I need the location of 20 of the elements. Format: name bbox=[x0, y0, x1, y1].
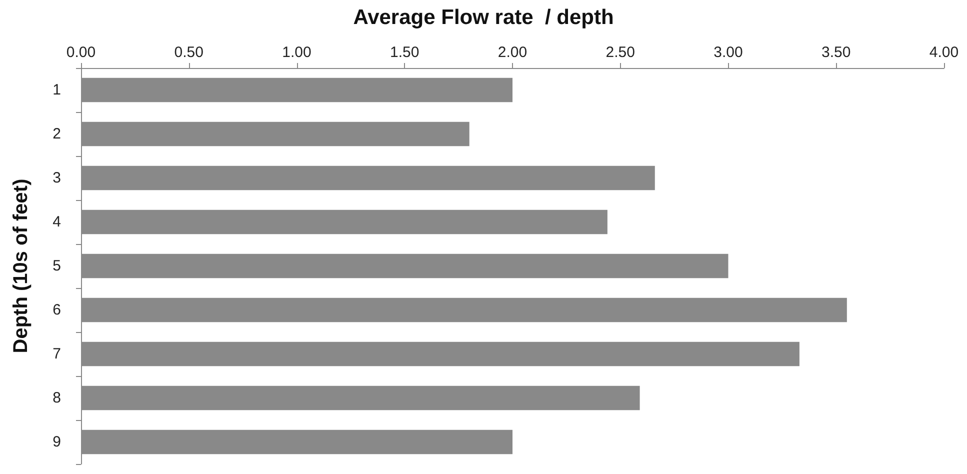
x-tick-label: 1.00 bbox=[282, 44, 312, 61]
y-tick-label: 2 bbox=[52, 126, 61, 142]
x-tick-label: 0.50 bbox=[174, 44, 204, 61]
x-tick-label: 3.00 bbox=[714, 44, 743, 61]
x-tick-label: 3.50 bbox=[822, 44, 851, 61]
y-tick-label: 6 bbox=[52, 302, 61, 318]
y-tick-label: 1 bbox=[52, 82, 61, 98]
y-tick-label: 3 bbox=[52, 170, 61, 186]
y-tick-label: 8 bbox=[52, 390, 61, 406]
x-tick-label: 1.50 bbox=[390, 44, 420, 61]
x-tick-label: 0.00 bbox=[66, 44, 96, 61]
x-tick-label: 4.00 bbox=[929, 44, 959, 61]
chart-title: Average Flow rate / depth bbox=[353, 6, 614, 29]
y-tick-label: 9 bbox=[52, 434, 61, 450]
x-tick-label: 2.00 bbox=[498, 44, 528, 61]
x-tick-label: 2.50 bbox=[606, 44, 635, 61]
y-tick-label: 5 bbox=[52, 258, 61, 274]
y-axis-title: Depth (10s of feet) bbox=[10, 178, 32, 354]
y-tick-label: 7 bbox=[52, 346, 61, 362]
y-tick-label: 4 bbox=[52, 214, 61, 230]
